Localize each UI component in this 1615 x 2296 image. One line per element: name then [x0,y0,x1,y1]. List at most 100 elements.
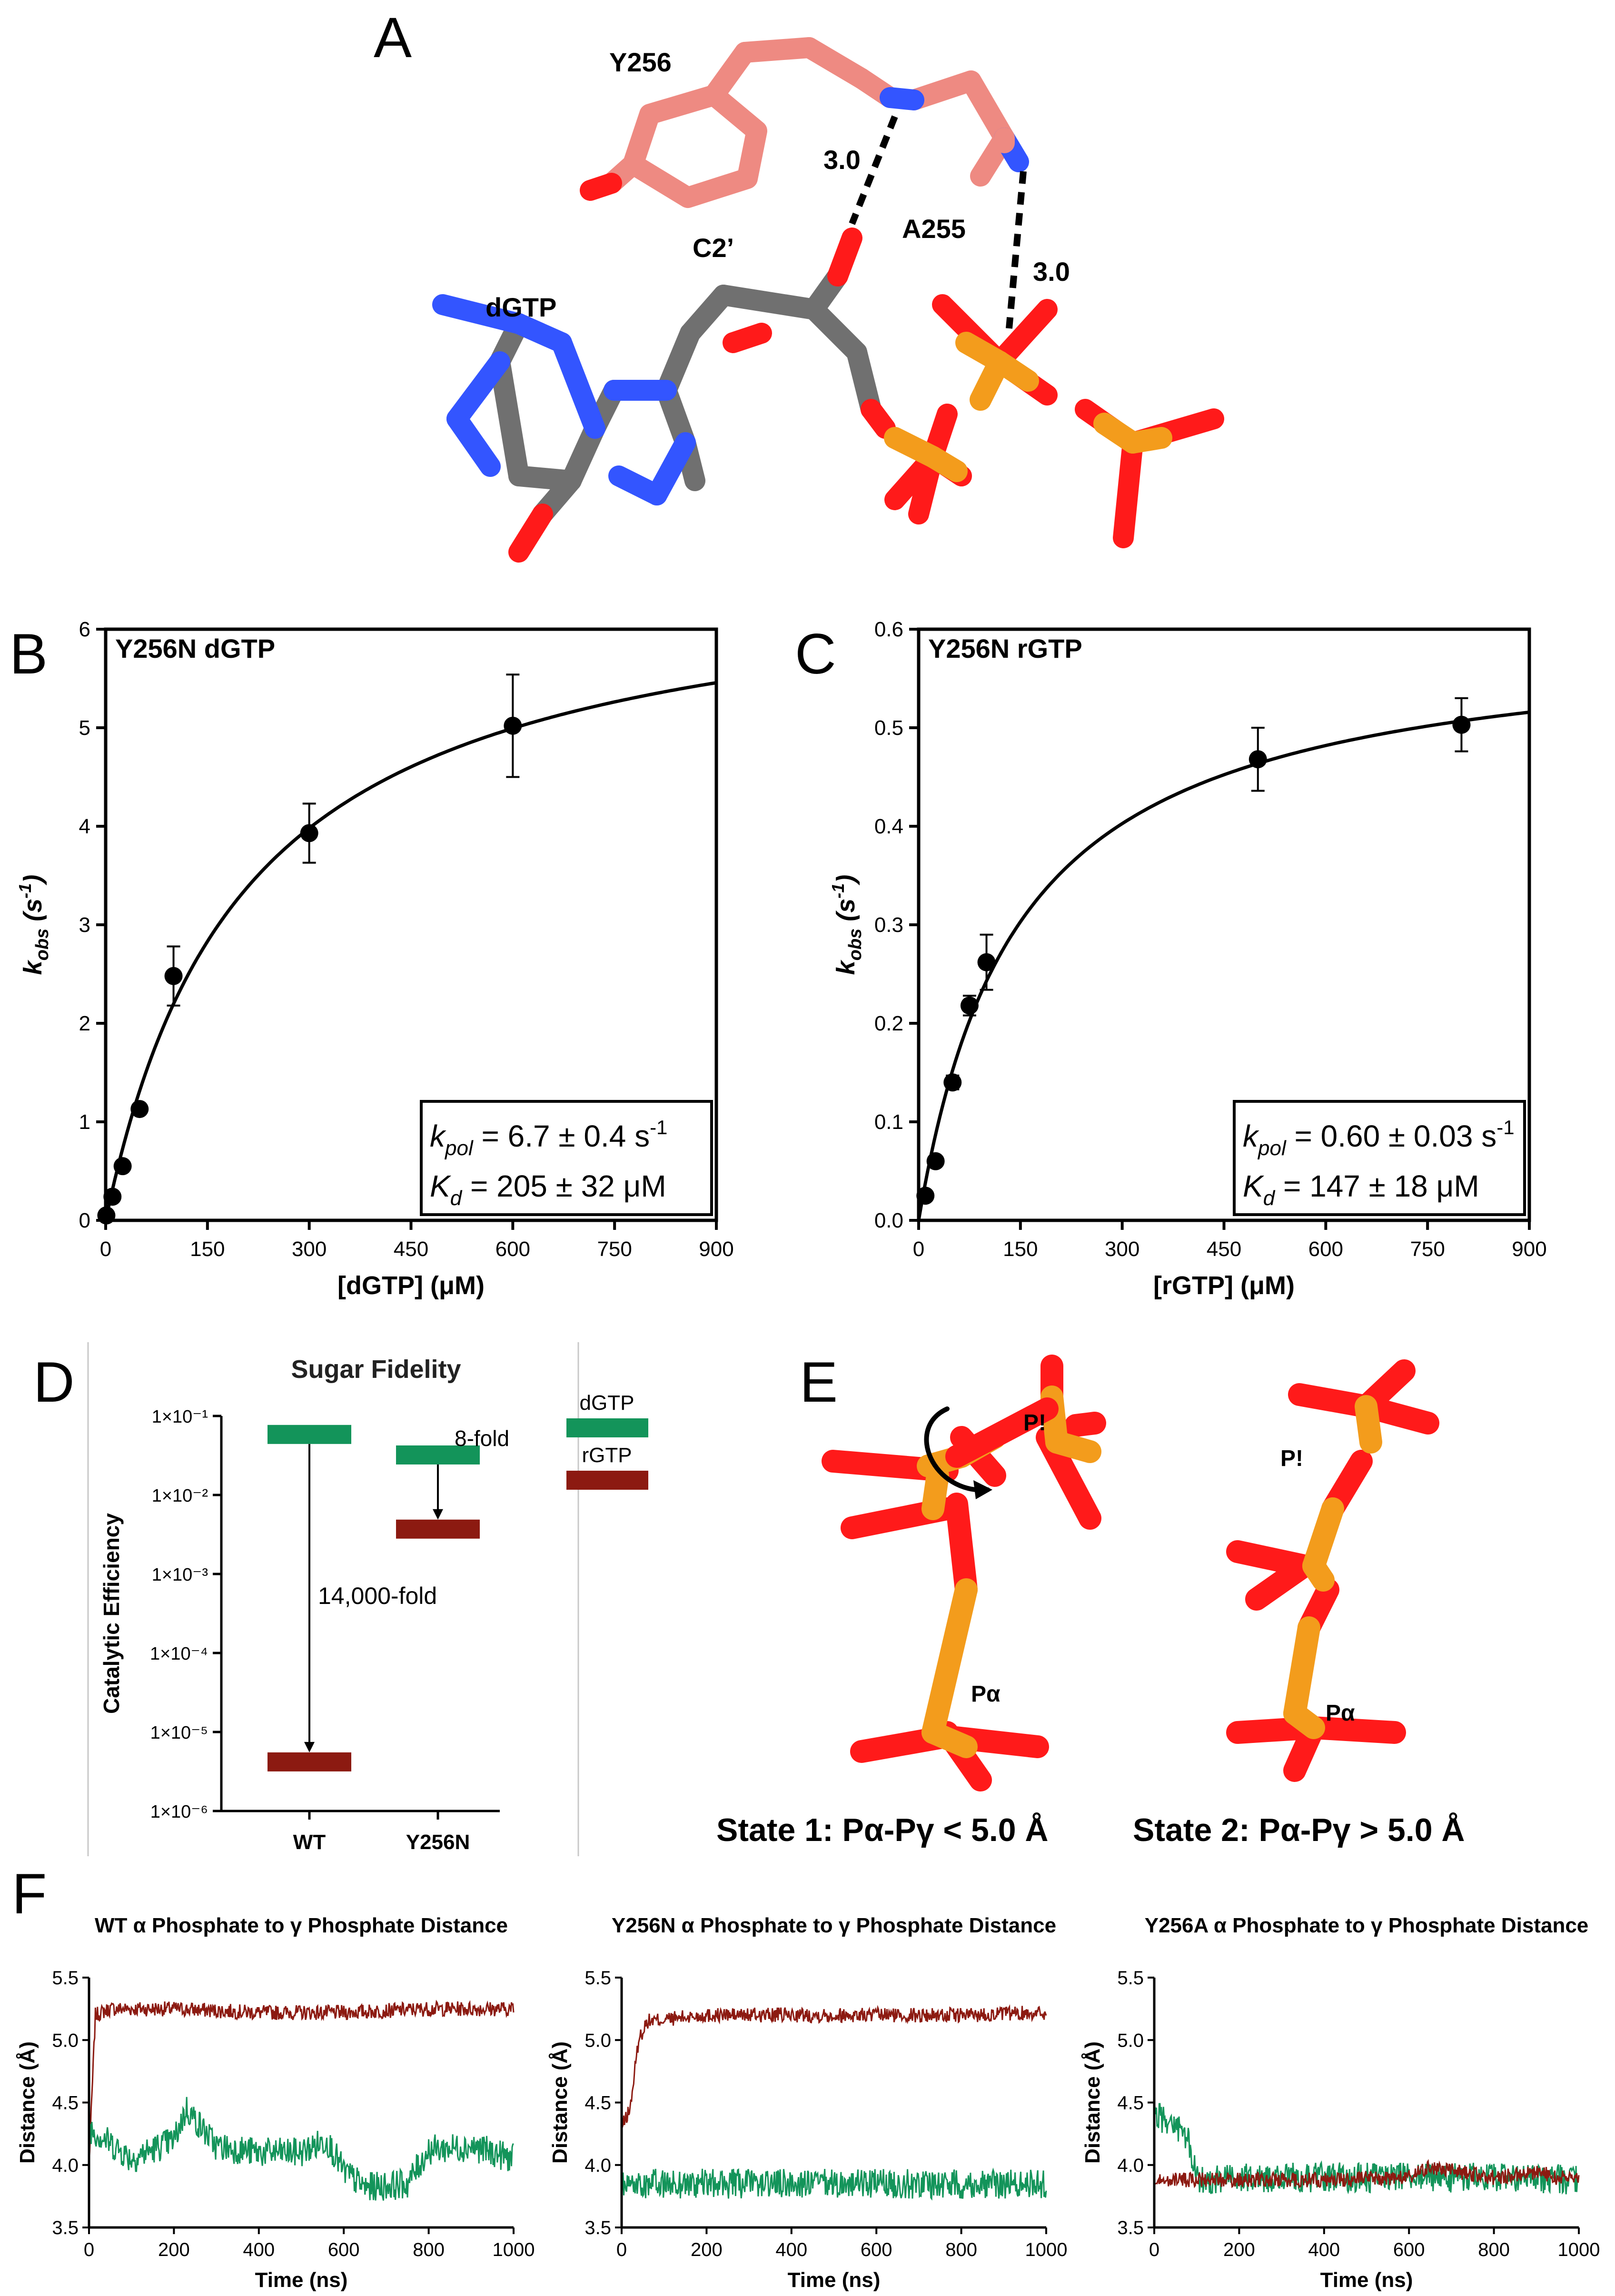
y-tick-label: 4.5 [52,2093,79,2114]
fold-arrowhead-wt [304,1742,315,1752]
y-tick-label: 0.0 [874,1209,903,1232]
state1-p-alpha: Pα [971,1682,1001,1707]
y-tick-label: 0.3 [874,913,903,937]
x-tick-label: 600 [495,1237,530,1261]
x-tick-label: 0 [84,2239,94,2260]
legend-label-dgtp: dGTP [580,1391,634,1415]
y-tick-label: 5.0 [1117,2030,1144,2051]
panel-c-plot: 0 150 300 450 600 750 900 0.0 0.1 0.2 0.3 0.4 0.5 0.6… [828,618,1547,1300]
label-c2: C2’ [693,233,734,263]
data-point [1248,750,1267,769]
y256-oxygen [580,173,622,201]
x-tick-label: 600 [861,2239,892,2260]
x-tick-label: 0 [1149,2239,1159,2260]
rotation-arrowhead [973,1480,992,1499]
panel-f-y256a-plot: 0 200 400 600 800 1000 3.5 4.0 4.5 5.0 5.5 Time (ns… [1081,1914,1600,2292]
chart-title: Y256N α Phosphate to γ Phosphate Distanc… [612,1914,1056,1937]
label-dgtp: dGTP [485,292,556,322]
x-tick-label: 900 [699,1237,733,1261]
bar-rgtp [268,1752,351,1771]
ring-oxygen [723,323,772,353]
y-tick-label: 3.5 [1117,2217,1144,2238]
data-point [113,1157,132,1176]
c2-oxygen [827,228,862,287]
fit-curve [917,710,1530,1221]
x-tick-label: 400 [243,2239,275,2260]
y-tick-label: 2 [79,1012,90,1035]
panel-e-structures [822,1355,1439,1791]
chart-title: Y256N rGTP [928,633,1082,663]
kpol-value: kpol = 6.7 ± 0.4 s-1 [430,1116,667,1160]
x-tick-label: 750 [597,1237,632,1261]
bar-rgtp [396,1519,480,1539]
y256-residue [623,37,1015,208]
x-tick-label: 200 [691,2239,723,2260]
data-point [300,824,318,842]
fold-arrowhead-y256n [433,1509,443,1520]
trajectory-line [621,2167,1047,2201]
x-tick-label: 450 [394,1237,428,1261]
panel-a-structure [432,37,1224,563]
legend-swatch-dgtp [566,1418,648,1437]
dgtp-o6 [508,504,553,563]
y-tick-label: 3.5 [52,2217,79,2238]
data-point [130,1100,149,1118]
y-tick-label: 0.1 [874,1110,903,1134]
x-tick-label: 750 [1410,1237,1445,1261]
legend-swatch-rgtp [566,1471,648,1490]
panel-b-plot: 0 150 300 450 600 750 900 0 1 2 3 4 5 6 Y256N dGTP [dGT… [15,618,734,1300]
data-point [943,1073,962,1092]
trajectory-line [621,2004,1047,2130]
x-tick-label: 600 [1393,2239,1425,2260]
data-point [977,953,996,971]
panel-label-f: F [12,1862,47,1926]
y-axis-label: Distance (Å) [16,2041,39,2164]
x-tick-label: 800 [945,2239,977,2260]
x-tick-label: 150 [190,1237,225,1261]
data-point [960,996,979,1015]
data-point [916,1187,935,1205]
x-tick-label: WT [293,1831,326,1854]
state1-p-gamma: P! [1023,1410,1046,1435]
trajectory-line [88,1999,515,2164]
y-tick-label: 0.5 [874,716,903,740]
chart-title: WT α Phosphate to γ Phosphate Distance [95,1914,508,1937]
fit-curve [104,681,717,1221]
state1-triphosphate [822,1355,1106,1791]
y-tick-label: 1×10⁻² [152,1486,208,1506]
x-tick-label: 200 [158,2239,190,2260]
chart-title: Y256N dGTP [115,633,275,663]
bar-dgtp [396,1445,480,1465]
data-point [97,1206,116,1225]
state2-triphosphate [1226,1359,1439,1782]
annotation-8-fold: 8-fold [455,1426,509,1451]
panel-label-c: C [795,622,836,686]
annotation-14000-fold: 14,000-fold [318,1583,437,1609]
legend-label-rgtp: rGTP [582,1444,632,1467]
state1-label: State 1: Pα-Pγ < 5.0 Å [716,1812,1049,1848]
y-tick-label: 4.0 [52,2155,79,2176]
kd-value: Kd = 205 ± 32 μM [430,1169,666,1210]
y-tick-label: 1×10⁻⁴ [150,1644,208,1664]
parameter-box [1233,1100,1526,1216]
phosphate-oxygens [861,294,1224,548]
y-tick-label: 5.0 [52,2030,79,2051]
y-tick-label: 0.4 [874,815,903,838]
y-tick-label: 1×10⁻¹ [152,1407,208,1427]
x-tick-label: 1000 [1558,2239,1600,2260]
y-tick-label: 4.0 [1117,2155,1144,2176]
data-point [504,716,522,735]
x-tick-label: 0 [100,1237,111,1261]
y-axis-label: Distance (Å) [548,2041,572,2164]
x-tick-label: 300 [1105,1237,1139,1261]
distance-label-2: 3.0 [1033,257,1070,287]
panel-label-e: E [800,1350,838,1414]
data-point [1452,715,1471,734]
x-tick-label: 900 [1512,1237,1546,1261]
y-tick-label: 5.5 [585,1968,611,1989]
panel-label-d: D [33,1350,75,1414]
kpol-value: kpol = 0.60 ± 0.03 s-1 [1243,1116,1515,1160]
h-bond-1 [849,115,898,225]
y-tick-label: 0.6 [874,618,903,641]
